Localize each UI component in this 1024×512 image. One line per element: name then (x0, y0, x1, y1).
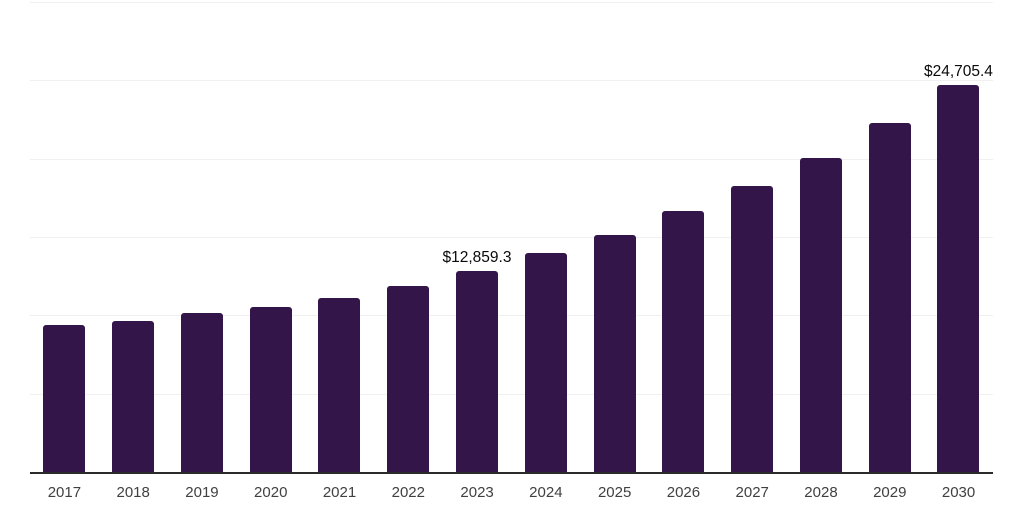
x-tick-label-2026: 2026 (666, 484, 701, 501)
gridline-10000 (30, 315, 993, 317)
x-tick-label-2025: 2025 (597, 484, 632, 501)
bar-column-2020 (236, 2, 305, 472)
bar-2023 (455, 270, 498, 472)
bar-value-label-2030: $24,705.4 (923, 62, 993, 80)
x-tick-label-2023: 2023 (460, 484, 494, 501)
bar-column-2030: $24,705.4 (924, 2, 993, 472)
bar-value-label-2023: $12,859.3 (442, 248, 512, 266)
bar-2029 (868, 123, 911, 472)
x-axis-row: 2017 2018 2019 2020 2021 2022 2023 2024 2025 2026… (30, 484, 993, 502)
bar-column-2022 (374, 2, 443, 472)
bar-column-2025 (580, 2, 649, 472)
x-tick-label-2017: 2017 (47, 484, 82, 501)
x-tick-label-2027: 2027 (735, 484, 769, 501)
bar-2022 (387, 285, 430, 472)
bar-column-2019 (168, 2, 237, 472)
x-tick-label-2018: 2018 (116, 484, 150, 501)
gridline-25000 (30, 80, 993, 82)
bar-column-2021 (305, 2, 374, 472)
bar-column-2027 (718, 2, 787, 472)
x-tick-label-2029: 2029 (873, 484, 907, 501)
gridline-5000 (30, 393, 993, 395)
x-tick-label-2019: 2019 (185, 484, 219, 501)
x-tick-label-2020: 2020 (254, 484, 288, 501)
bar-2020 (249, 306, 292, 472)
bar-2027 (731, 186, 774, 472)
bar-column-2026 (649, 2, 718, 472)
bar-2025 (593, 234, 636, 472)
x-tick-label-2022: 2022 (391, 484, 425, 501)
gridline-30000 (30, 2, 993, 3)
bar-2028 (799, 157, 842, 472)
bar-2030 (937, 84, 980, 472)
plot-area: $12,859.3 $24,705.4 (30, 2, 993, 474)
x-tick-label-2030: 2030 (941, 484, 976, 501)
bar-2021 (318, 298, 361, 472)
bar-2026 (662, 211, 705, 472)
gridline-15000 (30, 237, 993, 238)
bar-column-2028 (786, 2, 855, 472)
bar-column-2029 (855, 2, 924, 472)
bars-row: $12,859.3 $24,705.4 (30, 2, 993, 472)
bar-2017 (43, 324, 86, 472)
x-tick-label-2028: 2028 (804, 484, 838, 501)
bar-2018 (112, 320, 155, 472)
gridline-20000 (30, 158, 993, 160)
bar-column-2023: $12,859.3 (442, 2, 512, 472)
x-tick-label-2021: 2021 (322, 484, 357, 501)
bar-column-2024 (511, 2, 580, 472)
bar-2024 (524, 253, 567, 472)
bar-column-2018 (99, 2, 168, 472)
bar-column-2017 (30, 2, 99, 472)
bar-2019 (180, 312, 223, 472)
x-tick-label-2024: 2024 (529, 484, 563, 501)
